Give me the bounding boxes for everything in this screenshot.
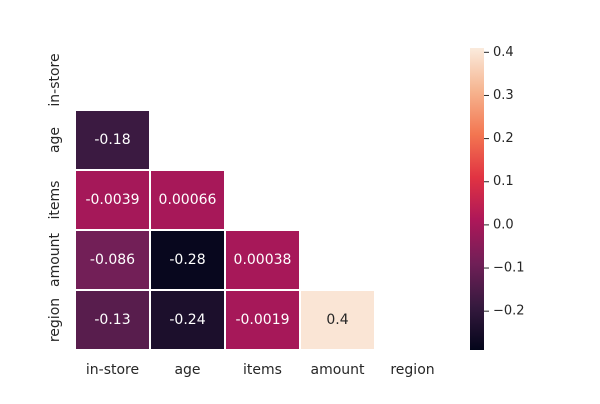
y-tick-label: region [47, 298, 63, 342]
colorbar-tick-label: 0.2 [493, 131, 514, 146]
colorbar-tick-label: 0.4 [493, 45, 514, 60]
y-tick-label: age [47, 127, 63, 153]
colorbar-tick-label: 0.3 [493, 88, 514, 103]
cell-value-label: 0.00066 [159, 192, 217, 208]
cell-value-label: -0.28 [169, 252, 205, 268]
colorbar [470, 48, 484, 350]
x-tick-label: items [243, 362, 282, 378]
heatmap-cell [74, 289, 151, 351]
heatmap-cell [224, 289, 301, 351]
colorbar-tick-label: 0.1 [493, 174, 514, 189]
cell-value-label: -0.086 [90, 252, 135, 268]
x-tick-label: in-store [86, 362, 139, 378]
cell-value-label: 0.4 [326, 312, 348, 328]
colorbar-tick-label: −0.2 [493, 304, 525, 319]
colorbar-tick-label: 0.0 [493, 217, 514, 232]
cell-value-label: -0.18 [94, 132, 130, 148]
y-tick-label: amount [47, 232, 63, 287]
cell-value-label: -0.0039 [85, 192, 139, 208]
y-tick-label: in-store [47, 53, 63, 106]
heatmap-cell [299, 289, 376, 351]
cell-value-label: -0.13 [94, 312, 130, 328]
heatmap-cell [149, 289, 226, 351]
heatmap-cell [224, 229, 301, 291]
heatmap-cell [74, 169, 151, 231]
cell-value-label: -0.0019 [235, 312, 289, 328]
x-tick-label: age [174, 362, 200, 378]
y-tick-label: items [47, 181, 63, 220]
cell-value-label: 0.00038 [234, 252, 292, 268]
cell-value-label: -0.24 [169, 312, 205, 328]
heatmap-cell [74, 109, 151, 171]
x-tick-label: amount [310, 362, 365, 378]
colorbar-tick-label: −0.1 [493, 261, 525, 276]
x-tick-label: region [390, 362, 434, 378]
